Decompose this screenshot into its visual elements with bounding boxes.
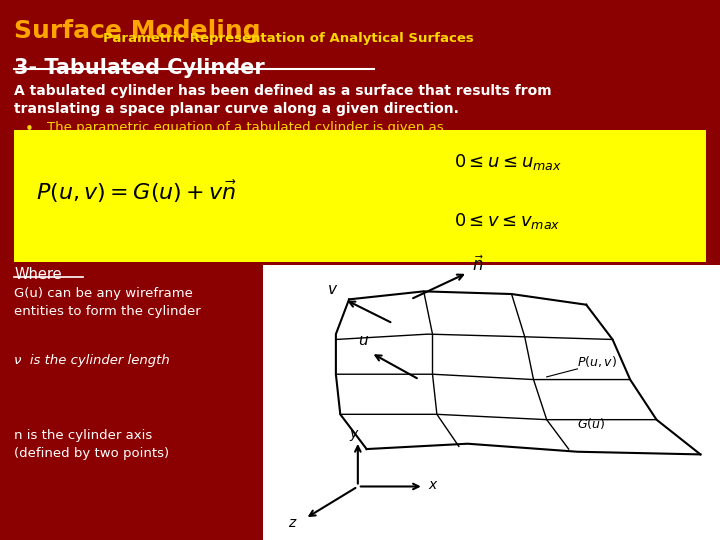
- Text: $P(u,v)$: $P(u,v)$: [577, 354, 617, 369]
- Text: $u$: $u$: [358, 333, 369, 348]
- Text: •: •: [25, 122, 34, 137]
- Text: $y$: $y$: [349, 428, 360, 443]
- Text: Where: Where: [14, 267, 62, 282]
- Text: The parametric equation of a tabulated cylinder is given as: The parametric equation of a tabulated c…: [47, 122, 444, 134]
- Text: 3- Tabulated Cylinder: 3- Tabulated Cylinder: [14, 58, 265, 78]
- Text: $P(u,v) = G(u) + v\vec{n}$: $P(u,v) = G(u) + v\vec{n}$: [36, 179, 238, 205]
- Text: n is the cylinder axis
(defined by two points): n is the cylinder axis (defined by two p…: [14, 429, 169, 460]
- Text: ν  is the cylinder length: ν is the cylinder length: [14, 354, 170, 367]
- Text: $v$: $v$: [327, 282, 338, 297]
- Text: Parametric Representation of Analytical Surfaces: Parametric Representation of Analytical …: [103, 32, 473, 45]
- Text: G(u) can be any wireframe
entities to form the cylinder: G(u) can be any wireframe entities to fo…: [14, 287, 201, 318]
- Text: A tabulated cylinder has been defined as a surface that results from
translating: A tabulated cylinder has been defined as…: [14, 84, 552, 116]
- Text: $x$: $x$: [428, 478, 438, 492]
- Text: Surface Modeling: Surface Modeling: [14, 19, 261, 43]
- Bar: [263, 265, 720, 540]
- Text: $G(u)$: $G(u)$: [577, 416, 606, 431]
- Text: $\vec{n}$: $\vec{n}$: [472, 256, 484, 275]
- Bar: [14, 130, 706, 262]
- Text: $0 \leq v \leq v_{max}$: $0 \leq v \leq v_{max}$: [454, 211, 560, 232]
- Text: $0 \leq u \leq u_{max}$: $0 \leq u \leq u_{max}$: [454, 152, 562, 172]
- Text: $z$: $z$: [287, 516, 297, 530]
